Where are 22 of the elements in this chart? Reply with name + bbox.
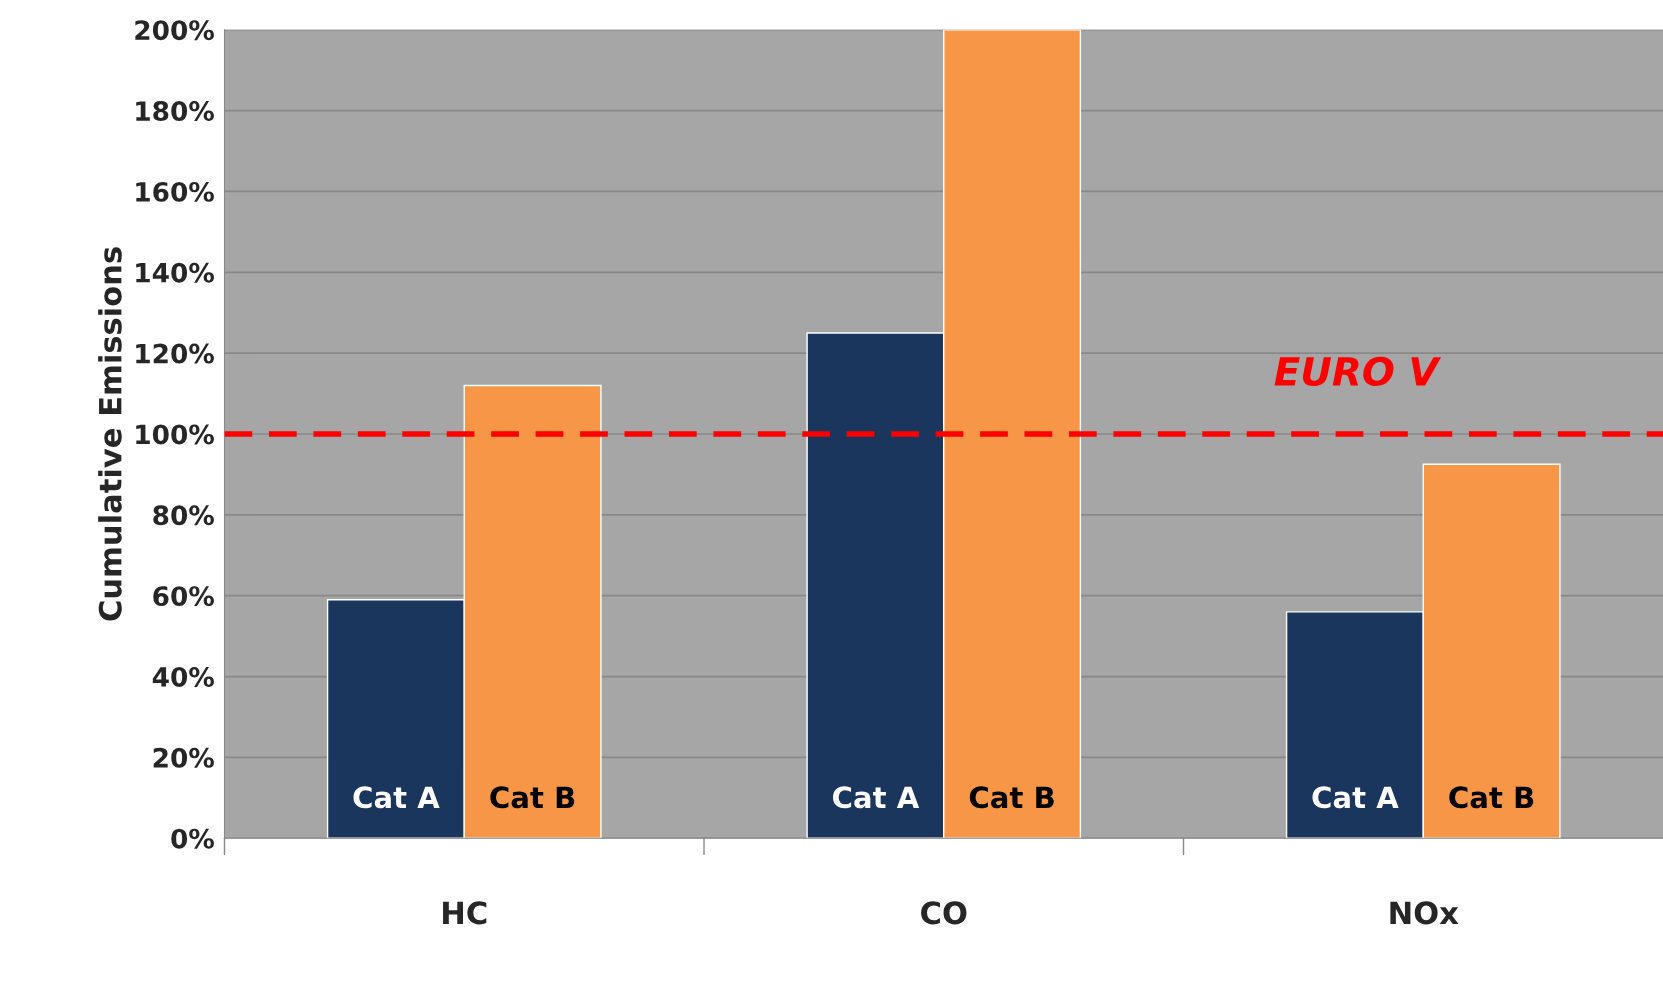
y-tick-label: 160%: [136, 181, 214, 202]
y-tick-label: 0%: [171, 828, 214, 849]
x-tick-label: HC: [443, 901, 487, 925]
text: Cat A: [353, 786, 440, 809]
y-tick-label: 200%: [135, 20, 214, 41]
y-tick-label: 100%: [136, 424, 214, 445]
x-tick-label: NOx: [1390, 901, 1459, 925]
text: Cat B: [490, 786, 575, 809]
y-tick-label: 20%: [153, 747, 214, 768]
series-label: Cat A: [1312, 786, 1399, 809]
y-tick-label: 120%: [136, 343, 214, 364]
ref-line-label: EURO V: [1274, 356, 1442, 387]
y-tick-label: 80%: [153, 505, 214, 526]
x-tick-label: CO: [921, 901, 967, 925]
y-axis-title: Cumulative Emissions: [98, 247, 122, 621]
text: Cat A: [833, 786, 920, 809]
text: Cat B: [969, 786, 1054, 809]
series-label: Cat B: [1449, 786, 1534, 809]
y-tick-label: 40%: [152, 666, 214, 687]
y-tick-label: 140%: [136, 262, 214, 283]
y-tick-label: 180%: [136, 101, 214, 122]
y-tick-label: 60%: [153, 586, 214, 607]
